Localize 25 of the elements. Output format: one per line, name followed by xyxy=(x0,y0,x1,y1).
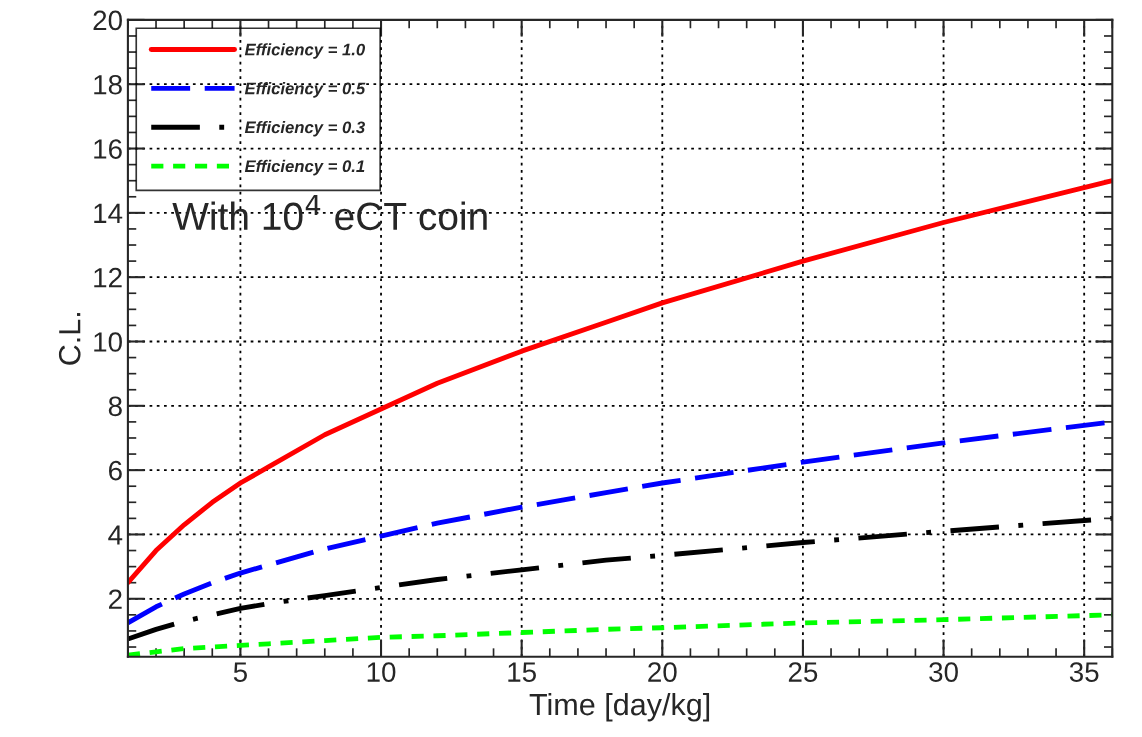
y-tick-label: 8 xyxy=(108,396,122,417)
x-tick-label: 20 xyxy=(648,662,677,682)
y-tick-label: 18 xyxy=(94,74,122,95)
x-tick-label: 30 xyxy=(929,662,958,682)
y-tick-label: 16 xyxy=(94,139,122,159)
legend-label: Efficiency = 0.5 xyxy=(244,82,366,98)
y-tick-label: 14 xyxy=(94,203,123,223)
y-tick-label: 6 xyxy=(109,460,122,481)
y-tick-label: 2 xyxy=(108,589,122,609)
legend-label: Efficiency = 0.1 xyxy=(244,159,365,176)
annotation: With 10$^{4}$ eCT coin xyxy=(172,195,487,231)
x-tick-label: 10 xyxy=(367,662,396,682)
legend-label: Efficiency = 1.0 xyxy=(244,43,366,59)
x-tick-label: 25 xyxy=(788,662,818,682)
y-tick-label: 12 xyxy=(94,267,122,288)
y-axis-title: C.L. xyxy=(58,313,81,365)
x-axis-title: Time [day/kg] xyxy=(529,692,710,722)
x-tick-label: 15 xyxy=(508,662,536,682)
x-tick-label: 35 xyxy=(1069,662,1099,682)
y-tick-label: 20 xyxy=(93,10,122,31)
line-series xyxy=(127,178,1113,586)
y-tick-label: 4 xyxy=(108,525,123,545)
x-tick-label: 5 xyxy=(233,662,247,682)
y-tick-label: 10 xyxy=(94,332,122,352)
legend-label: Efficiency = 0.3 xyxy=(244,120,365,137)
